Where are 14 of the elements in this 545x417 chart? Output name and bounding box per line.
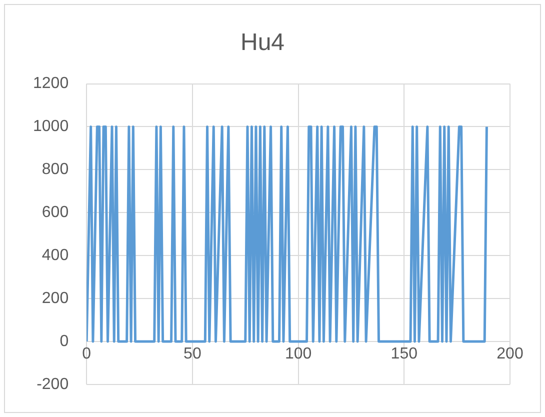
- chart-title: Hu4: [240, 29, 285, 56]
- x-tick-label: 150: [390, 345, 418, 362]
- y-tick-label: 1200: [33, 75, 69, 92]
- y-tick-label: -200: [36, 376, 69, 393]
- x-tick-label: 50: [184, 345, 202, 362]
- y-tick-label: 1000: [33, 118, 69, 136]
- x-tick-label: 0: [82, 345, 92, 362]
- x-tick-label: 100: [284, 345, 312, 362]
- x-tick-label: 200: [496, 345, 524, 362]
- y-tick-label: 0: [60, 332, 69, 350]
- y-tick-label: 600: [42, 204, 69, 222]
- y-tick-label: 200: [42, 290, 69, 307]
- y-tick-label: 400: [42, 246, 69, 264]
- y-tick-label: 800: [42, 161, 69, 178]
